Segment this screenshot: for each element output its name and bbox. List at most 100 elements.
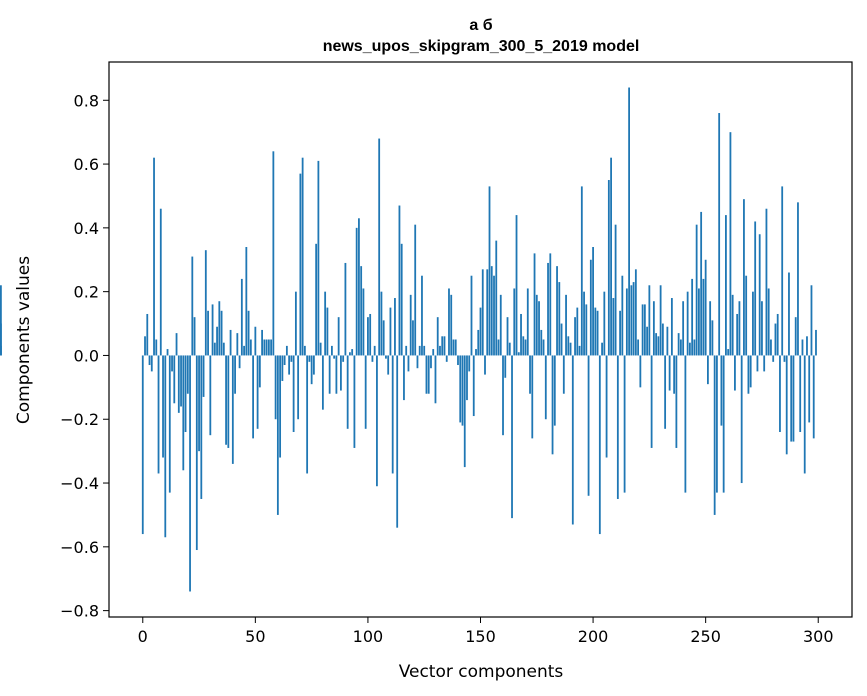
bar [355, 227, 358, 356]
bar [326, 307, 329, 356]
bar [772, 355, 775, 362]
bar [531, 355, 534, 439]
bar [745, 275, 748, 356]
bar [439, 345, 441, 356]
x-axis-ticks: 0 50 100 150 200 250 300 [138, 617, 834, 646]
bar [394, 298, 396, 356]
bar [425, 355, 428, 394]
bar [562, 355, 565, 394]
bar [765, 208, 768, 356]
bar [592, 247, 594, 356]
bar [752, 291, 754, 356]
bar [749, 355, 752, 388]
bar [619, 310, 621, 356]
bar [806, 336, 808, 356]
bar [285, 345, 288, 356]
bar [720, 355, 723, 426]
bar [542, 339, 545, 356]
bar [200, 355, 203, 499]
bar [342, 355, 345, 362]
bar [718, 113, 721, 356]
bar [472, 355, 475, 417]
bar [236, 333, 239, 356]
bar [407, 355, 410, 372]
bar [412, 320, 414, 356]
bar [589, 259, 592, 356]
bar [292, 355, 295, 432]
bar [740, 355, 743, 484]
bar [240, 278, 243, 356]
bar [646, 326, 649, 356]
bar [225, 355, 227, 445]
bar [616, 355, 619, 499]
bar [234, 355, 236, 394]
bar [702, 278, 705, 356]
bar [310, 355, 313, 385]
chart-title-line-1: а б [469, 17, 492, 34]
bar [668, 355, 671, 391]
bar [315, 243, 318, 356]
bar [666, 326, 669, 356]
bar [227, 355, 230, 448]
y-axis-ticks: −0.8 −0.6 −0.4 −0.2 0.0 0.2 0.4 0.6 0.8 [60, 91, 109, 621]
bar [441, 336, 444, 356]
bar [301, 157, 304, 356]
bar [238, 355, 241, 369]
y-axis-label: Components values [14, 256, 34, 424]
bar [303, 345, 306, 356]
bar [376, 355, 378, 487]
bar [252, 355, 254, 439]
bar [540, 329, 543, 356]
bar [614, 224, 617, 356]
bar [141, 355, 144, 535]
x-tick-label: 200 [578, 627, 609, 646]
bar [522, 336, 525, 356]
bar [544, 355, 547, 420]
bar [504, 355, 507, 378]
bar [421, 275, 423, 356]
bar [808, 355, 811, 423]
bar [677, 333, 680, 356]
bar [159, 208, 162, 356]
bar [213, 342, 216, 356]
bar [288, 355, 291, 375]
bar [670, 298, 673, 356]
bar [391, 355, 394, 474]
bar [569, 342, 572, 356]
bar [405, 345, 408, 356]
bar [396, 355, 399, 528]
x-tick-label: 100 [353, 627, 384, 646]
bar [231, 355, 234, 464]
bar [461, 355, 464, 426]
bar [659, 285, 662, 356]
bar [524, 339, 527, 356]
bar [792, 355, 795, 442]
bar [684, 355, 687, 493]
bar [486, 269, 489, 356]
bar [535, 294, 538, 356]
bar [222, 342, 225, 356]
bar [490, 266, 493, 356]
y-tick-label: 0.4 [74, 219, 99, 238]
bar [321, 355, 324, 410]
bar [270, 339, 273, 356]
bar [722, 355, 725, 493]
bar [799, 355, 802, 432]
bar [337, 317, 340, 356]
bar [695, 224, 698, 356]
bar [186, 355, 189, 394]
bar [713, 355, 716, 515]
bar [274, 355, 277, 420]
bar [360, 266, 363, 356]
y-tick-label: 0.6 [74, 155, 99, 174]
bar [180, 355, 182, 407]
chart-title-line-2: news_upos_skipgram_300_5_2019 model [323, 38, 640, 55]
bar [207, 310, 209, 356]
bar [261, 329, 263, 356]
bar [398, 205, 401, 356]
bar [319, 342, 322, 356]
bar [700, 211, 703, 356]
bar [484, 355, 486, 375]
bar [418, 345, 421, 356]
bar [211, 304, 214, 356]
